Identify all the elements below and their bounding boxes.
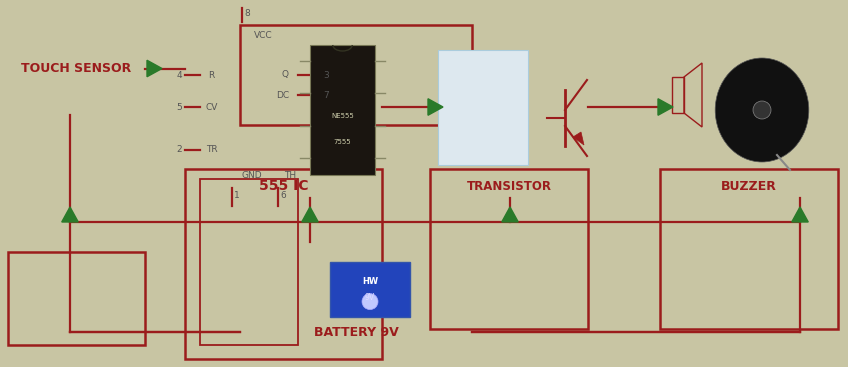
Bar (240, 25, 472, 125)
Text: BATTERY 9V: BATTERY 9V (314, 326, 399, 338)
Polygon shape (62, 207, 78, 222)
Bar (310, 45, 375, 175)
Text: TRANSISTOR: TRANSISTOR (466, 179, 551, 193)
Bar (200, 179, 298, 345)
Text: GND: GND (242, 171, 263, 181)
Text: VCC: VCC (254, 32, 272, 40)
Polygon shape (302, 207, 318, 222)
Text: Q: Q (282, 70, 289, 80)
Bar (8, 252, 145, 345)
Text: NE555: NE555 (331, 113, 354, 120)
Text: 7: 7 (323, 91, 329, 99)
Text: 555 IC: 555 IC (259, 179, 309, 193)
Polygon shape (792, 207, 808, 222)
Text: BUZZER: BUZZER (721, 179, 777, 193)
Bar (330, 262, 410, 317)
Text: 9V: 9V (365, 293, 375, 302)
Text: TR: TR (206, 145, 218, 155)
Bar (672, 77, 684, 113)
Text: 7555: 7555 (333, 139, 351, 145)
Bar (185, 169, 382, 359)
Text: 4: 4 (176, 70, 182, 80)
Polygon shape (502, 207, 518, 222)
Text: 3: 3 (323, 70, 329, 80)
Text: TOUCH SENSOR: TOUCH SENSOR (21, 62, 131, 75)
Bar (660, 169, 838, 329)
Text: 5: 5 (176, 102, 182, 112)
Polygon shape (147, 60, 162, 77)
Bar (438, 50, 528, 165)
Text: 8: 8 (244, 10, 250, 18)
Text: TH: TH (284, 171, 296, 181)
Text: DC: DC (276, 91, 289, 99)
Text: 6: 6 (280, 192, 286, 200)
Circle shape (753, 101, 771, 119)
Text: HW: HW (362, 277, 378, 286)
Text: 1: 1 (234, 192, 240, 200)
Text: 2: 2 (176, 145, 182, 155)
Polygon shape (428, 99, 443, 115)
Ellipse shape (715, 58, 809, 162)
Polygon shape (658, 99, 673, 115)
Circle shape (362, 294, 378, 310)
Text: R: R (208, 70, 215, 80)
Text: CV: CV (206, 102, 219, 112)
Polygon shape (573, 132, 584, 145)
Bar (430, 169, 588, 329)
